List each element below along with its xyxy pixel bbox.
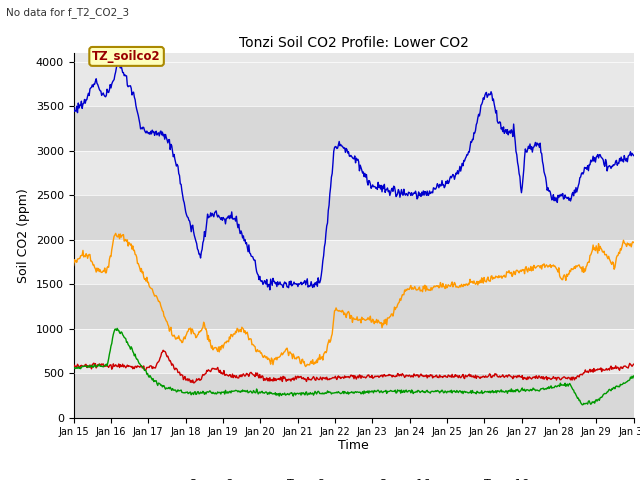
Bar — [74, 284, 634, 329]
Legend: Open -8cm, Tree -8cm, Open -16cm, Tree -16cm: Open -8cm, Tree -8cm, Open -16cm, Tree -… — [157, 474, 550, 480]
Bar — [74, 240, 634, 284]
X-axis label: Time: Time — [338, 439, 369, 452]
Y-axis label: Soil CO2 (ppm): Soil CO2 (ppm) — [17, 188, 30, 283]
Bar — [74, 329, 634, 373]
Bar — [74, 195, 634, 240]
Bar — [74, 151, 634, 195]
Bar — [74, 106, 634, 151]
Bar — [74, 373, 634, 418]
Text: No data for f_T2_CO2_3: No data for f_T2_CO2_3 — [6, 7, 129, 18]
Title: Tonzi Soil CO2 Profile: Lower CO2: Tonzi Soil CO2 Profile: Lower CO2 — [239, 36, 468, 50]
Bar — [74, 62, 634, 106]
Text: TZ_soilco2: TZ_soilco2 — [92, 50, 161, 63]
